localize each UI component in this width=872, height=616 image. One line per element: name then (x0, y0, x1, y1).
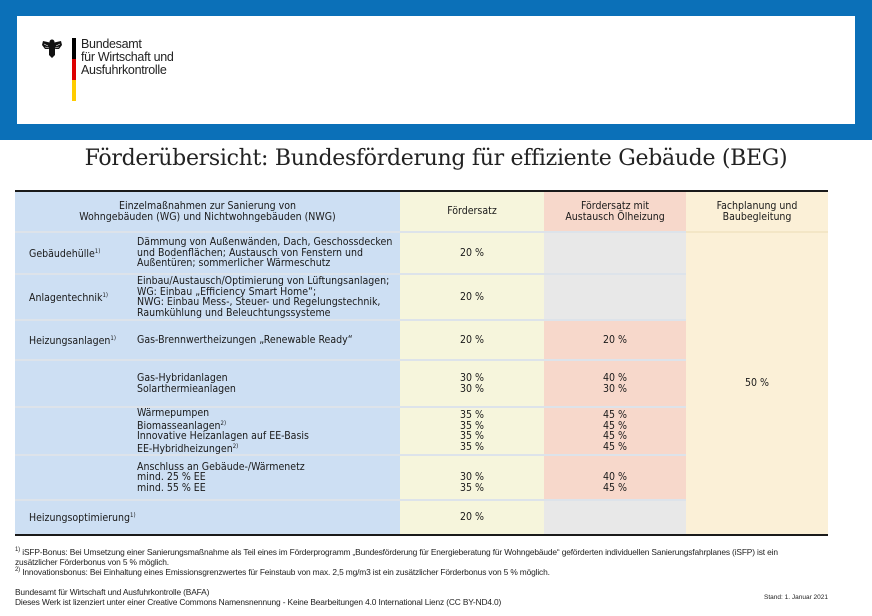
measure-item: mind. 25 % EE (137, 471, 206, 484)
measure-item: Innovative Heizanlagen auf EE-Basis (137, 430, 309, 442)
footer-date: Stand: 1. Januar 2021 (764, 594, 828, 601)
row-rate: 35 % 35 % 35 % 35 % (400, 406, 545, 455)
oil-rate-value: 45 % (603, 419, 628, 432)
header-rate: Fördersatz (400, 191, 545, 232)
measure-item: Gas-Brennwertheizungen „Renewable Ready“ (137, 333, 353, 346)
oil-rate-value: 20 % (603, 333, 628, 346)
oil-rate-value: 45 % (603, 409, 628, 421)
row-measures: Gas-Brennwertheizungen „Renewable Ready“ (137, 319, 401, 360)
table-row: Anschluss an Gebäude-/Wärmenetz mind. 25 … (15, 454, 828, 500)
rate-value: 30 % (460, 372, 485, 384)
header-measures: Einzelmaßnahmen zur Sanierung von Wohngeb… (15, 191, 401, 232)
header-banner: Bundesamt für Wirtschaft und Ausfuhrkont… (0, 0, 872, 140)
rate-value: 35 % (460, 430, 485, 442)
table-row: Wärmepumpen Biomasseanlagen2) Innovative H… (15, 406, 828, 455)
flag-bar (72, 38, 76, 101)
rate-value: 35 % (460, 440, 485, 453)
row-measures: Wärmepumpen Biomasseanlagen2) Innovative H… (137, 406, 401, 455)
row-oil-rate (544, 273, 687, 320)
row-measures: Gas-Hybridanlagen Solarthermieanlagen (137, 359, 401, 407)
row-category: Gebäudehülle1) (15, 231, 137, 274)
measure-item: und Bodenflächen; Austausch von Fenstern… (137, 246, 364, 259)
table-row: Gebäudehülle1) Dämmung von Außenwänden, D… (15, 231, 829, 535)
oil-rate-value: 45 % (603, 440, 628, 453)
org-line: Ausfuhrkontrolle (81, 63, 167, 77)
footnote-2: 2) Innovationsbonus: Bei Einhaltung eine… (15, 567, 550, 577)
measure-item: WG: Einbau „Efficiency Smart Home“; (137, 285, 317, 298)
row-oil-rate: 40 % 30 % (544, 359, 687, 407)
table-row: Heizungsanlagen1) Gas-Brennwertheizungen … (15, 319, 828, 360)
header-planning: Fachplanung und Baubegleitung (686, 191, 829, 232)
measure-item: Gas-Hybridanlagen (137, 372, 228, 384)
rate-value: 20 % (460, 333, 485, 346)
row-category (15, 454, 137, 500)
row-oil-rate: 20 % (544, 319, 687, 360)
row-rate: 30 % 35 % (400, 454, 545, 500)
rate-value: 35 % (460, 481, 485, 494)
row-rate: 20 % (400, 273, 545, 320)
measure-item: Raumkühlung und Beleuchtungssysteme (137, 306, 331, 319)
table-row: Anlagentechnik1) Einbau/Austausch/Optimie… (15, 273, 828, 320)
rate-value: 20 % (460, 246, 485, 259)
row-category: Anlagentechnik1) (15, 273, 137, 320)
footer-publisher: Bundesamt für Wirtschaft und Ausfuhrkont… (15, 587, 210, 597)
row-rate: 20 % (400, 319, 545, 360)
measure-item: Biomasseanlagen2) (137, 419, 227, 432)
rate-value: 30 % (460, 382, 485, 395)
page-title: Förderübersicht: Bundesförderung für eff… (84, 146, 788, 171)
logo-box: Bundesamt für Wirtschaft und Ausfuhrkont… (17, 16, 855, 124)
table-row: Heizungsoptimierung1) 20 % (15, 499, 828, 535)
header-oil: Fördersatz mit Austausch Ölheizung (544, 191, 687, 232)
row-rate: 30 % 30 % (400, 359, 545, 407)
measure-item: Solarthermieanlagen (137, 382, 236, 395)
oil-rate-value: 40 % (603, 372, 628, 384)
oil-rate-value: 45 % (603, 481, 628, 494)
footer-license: Dieses Werk ist lizenziert unter einer C… (15, 597, 502, 607)
row-measures: Einbau/Austausch/Optimierung von Lüftung… (137, 273, 401, 320)
measure-item: Anschluss an Gebäude-/Wärmenetz (137, 460, 305, 473)
rate-value: 35 % (460, 419, 485, 432)
org-name: Bundesamt für Wirtschaft und Ausfuhrkont… (81, 38, 174, 77)
row-measures (137, 499, 401, 535)
org-line: Bundesamt (81, 37, 142, 51)
oil-rate-value: 30 % (603, 382, 628, 395)
table-row: Gas-Hybridanlagen Solarthermieanlagen 30 %… (15, 359, 828, 407)
row-oil-rate (544, 231, 687, 274)
federal-eagle-icon (42, 39, 62, 58)
funding-table: Einzelmaßnahmen zur Sanierung von Wohngeb… (15, 190, 829, 536)
row-rate: 20 % (400, 231, 545, 274)
measure-item: NWG: Einbau Mess-, Steuer- und Regelungs… (137, 296, 381, 308)
measure-item: Dämmung von Außenwänden, Dach, Geschossd… (137, 236, 393, 249)
measure-item: EE-Hybridheizungen2) (137, 442, 239, 455)
rate-value: 30 % (460, 471, 485, 484)
row-oil-rate (544, 499, 687, 535)
rate-value: 35 % (460, 409, 485, 421)
row-category (15, 406, 137, 455)
oil-rate-value: 45 % (603, 430, 628, 442)
row-measures: Dämmung von Außenwänden, Dach, Geschossd… (137, 231, 401, 274)
row-measures: Anschluss an Gebäude-/Wärmenetz mind. 25 … (137, 454, 401, 500)
measure-item: Wärmepumpen (137, 407, 210, 419)
row-category: Heizungsanlagen1) (15, 319, 137, 360)
rate-value: 20 % (460, 511, 485, 524)
row-oil-rate: 40 % 45 % (544, 454, 687, 500)
org-line: für Wirtschaft und (81, 50, 174, 64)
row-rate: 20 % (400, 499, 545, 535)
measure-item: Einbau/Austausch/Optimierung von Lüftung… (137, 275, 390, 287)
oil-rate-value: 40 % (603, 471, 628, 484)
rate-value: 20 % (460, 290, 485, 303)
row-category (15, 359, 137, 407)
footnote-1: 1) iSFP-Bonus: Bei Umsetzung einer Sanie… (15, 547, 778, 567)
row-oil-rate: 45 % 45 % 45 % 45 % (544, 406, 687, 455)
planning-rate: 50 % (686, 231, 829, 535)
measure-item: mind. 55 % EE (137, 481, 206, 494)
row-category: Heizungsoptimierung1) (15, 499, 137, 535)
measure-item: Außentüren; sommerlicher Wärmeschutz (137, 257, 331, 270)
